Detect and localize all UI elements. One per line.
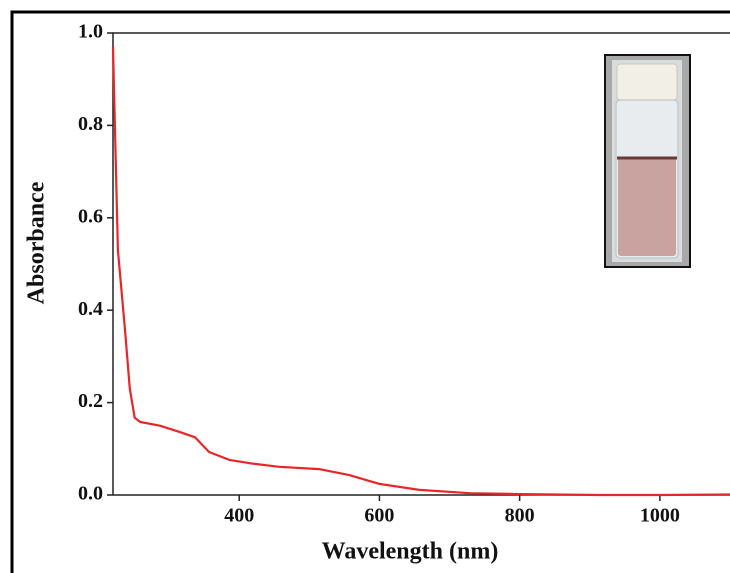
vial-liquid	[618, 157, 676, 256]
y-tick-label: 0.8	[78, 113, 103, 135]
x-axis-title: Wavelength (nm)	[322, 539, 499, 565]
x-tick-label: 800	[505, 505, 535, 527]
vial-cap	[616, 63, 678, 101]
y-tick-label: 0.2	[78, 390, 103, 412]
y-axis-title: Absorbance	[24, 181, 50, 304]
x-tick-label: 1000	[640, 505, 680, 527]
y-tick-label: 0.4	[78, 298, 103, 320]
x-tick-label: 400	[224, 505, 254, 527]
x-tick-label: 600	[364, 505, 394, 527]
outer-frame	[10, 10, 730, 573]
spectrum-line	[111, 46, 730, 497]
y-tick-label: 0.0	[78, 483, 103, 505]
y-tick-label: 0.6	[78, 205, 103, 227]
inset-vial	[604, 54, 691, 268]
y-tick-label: 1.0	[78, 21, 103, 43]
